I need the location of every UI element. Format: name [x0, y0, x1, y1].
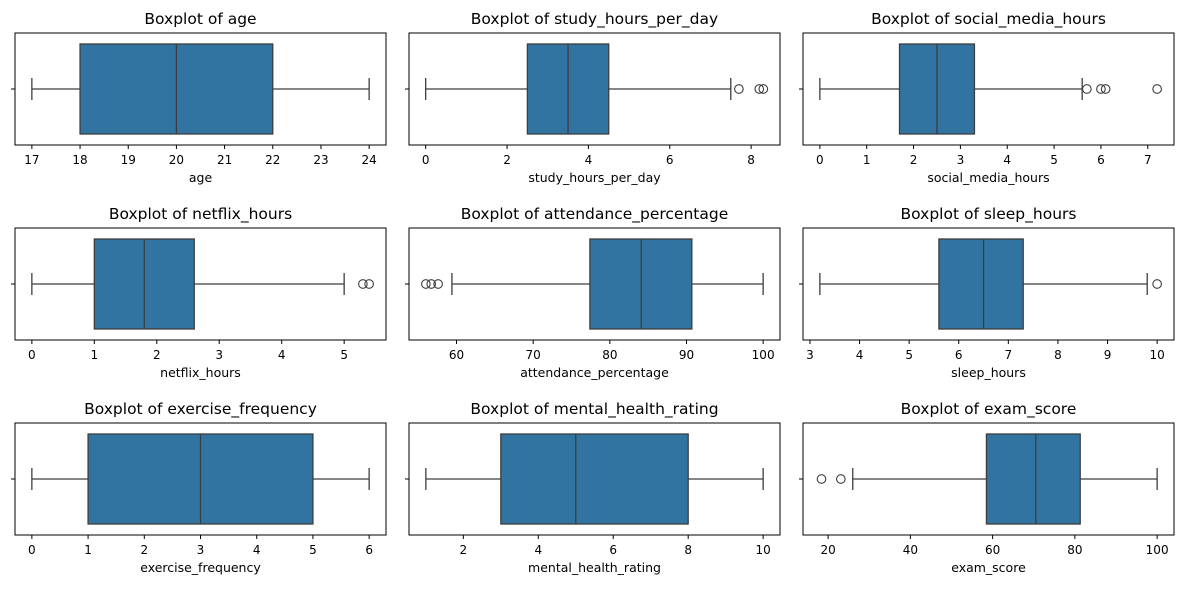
chart-5-x-tick-label: 80 — [602, 348, 617, 362]
chart-2-outlier-point — [754, 84, 765, 94]
chart-4-x-tick-label: 4 — [278, 348, 286, 362]
chart-9-x-tick-label: 40 — [903, 543, 918, 557]
chart-1-x-tick-label: 18 — [72, 153, 87, 167]
chart-7-x-tick-label: 2 — [140, 543, 148, 557]
chart-4-x-tick-label: 1 — [91, 348, 99, 362]
chart-5-x-tick-label: 90 — [679, 348, 694, 362]
chart-3-x-tick-label: 6 — [1097, 153, 1105, 167]
chart-7-title: Boxplot of exercise_frequency — [84, 400, 317, 419]
chart-3-x-tick-label: 2 — [910, 153, 918, 167]
chart-5-outlier-point — [433, 279, 443, 289]
chart-6-x-tick-label: 5 — [905, 348, 913, 362]
chart-5-outlier-point — [426, 279, 437, 289]
chart-3-x-tick-label: 0 — [816, 153, 824, 167]
chart-4-x-tick-label: 5 — [340, 348, 348, 362]
chart-5-x-tick-label: 60 — [449, 348, 464, 362]
chart-3-outlier-point — [1096, 84, 1106, 94]
chart-9-outlier-point — [835, 474, 846, 484]
chart-4-x-tick-label: 2 — [153, 348, 161, 362]
chart-9-outlier-point — [816, 474, 827, 484]
chart-8-x-tick-label: 10 — [755, 543, 770, 557]
chart-6-outlier-point — [1152, 279, 1162, 289]
chart-3-outlier-point — [1082, 84, 1092, 94]
chart-3-outlier-point — [1100, 84, 1111, 94]
chart-2-x-axis-label: study_hours_per_day — [528, 170, 661, 185]
chart-8-x-tick-label: 2 — [460, 543, 468, 557]
chart-9-x-tick-label: 80 — [1067, 543, 1082, 557]
chart-3-x-tick-label: 4 — [1003, 153, 1011, 167]
chart-6-x-axis-label: sleep_hours — [951, 365, 1026, 380]
chart-3-x-axis-label: social_media_hours — [927, 170, 1049, 185]
chart-8-x-tick-label: 8 — [684, 543, 692, 557]
chart-5-x-axis-label: attendance_percentage — [520, 365, 669, 380]
chart-4-outlier-point — [364, 279, 374, 289]
chart-6-x-tick-label: 4 — [856, 348, 864, 362]
chart-7-x-tick-label: 1 — [84, 543, 92, 557]
chart-2-x-tick-label: 0 — [422, 153, 430, 167]
chart-2-title: Boxplot of study_hours_per_day — [471, 10, 718, 29]
chart-1-x-tick-label: 24 — [361, 153, 376, 167]
chart-6-x-tick-label: 8 — [1054, 348, 1062, 362]
chart-8-x-tick-label: 4 — [534, 543, 542, 557]
chart-1-x-axis-label: age — [189, 170, 213, 185]
chart-1-x-tick-label: 19 — [121, 153, 136, 167]
chart-9-x-tick-label: 20 — [820, 543, 835, 557]
chart-3-x-tick-label: 3 — [957, 153, 965, 167]
chart-4-title: Boxplot of netflix_hours — [109, 205, 292, 224]
chart-6-title: Boxplot of sleep_hours — [901, 205, 1077, 224]
chart-2-x-tick-label: 8 — [747, 153, 755, 167]
chart-8-title: Boxplot of mental_health_rating — [470, 400, 718, 419]
chart-3-x-tick-label: 5 — [1050, 153, 1058, 167]
chart-6-x-tick-label: 3 — [806, 348, 814, 362]
chart-2-x-tick-label: 2 — [503, 153, 511, 167]
chart-2-outlier-point — [758, 84, 769, 94]
chart-8-iqr-box — [500, 433, 689, 525]
chart-7-x-tick-label: 6 — [365, 543, 373, 557]
chart-7-x-axis-label: exercise_frequency — [140, 560, 261, 575]
chart-3-x-tick-label: 7 — [1144, 153, 1152, 167]
chart-1-x-tick-label: 23 — [313, 153, 328, 167]
chart-4-x-tick-label: 3 — [215, 348, 223, 362]
chart-6-x-tick-label: 6 — [955, 348, 963, 362]
chart-7-x-tick-label: 5 — [309, 543, 317, 557]
chart-2-x-tick-label: 4 — [585, 153, 593, 167]
chart-7-x-tick-label: 0 — [28, 543, 36, 557]
chart-1-x-tick-label: 22 — [265, 153, 280, 167]
chart-9-x-tick-label: 60 — [985, 543, 1000, 557]
chart-6-iqr-box — [938, 238, 1024, 330]
chart-3-x-tick-label: 1 — [863, 153, 871, 167]
chart-2-x-tick-label: 6 — [666, 153, 674, 167]
chart-1-x-tick-label: 21 — [217, 153, 232, 167]
chart-7-x-tick-label: 3 — [197, 543, 205, 557]
chart-3-outlier-point — [1152, 84, 1162, 94]
chart-9-title: Boxplot of exam_score — [901, 400, 1077, 419]
chart-8-x-axis-label: mental_health_rating — [528, 560, 661, 575]
chart-3-title: Boxplot of social_media_hours — [871, 10, 1106, 29]
chart-5-x-tick-label: 100 — [752, 348, 775, 362]
chart-5-title: Boxplot of attendance_percentage — [461, 205, 729, 224]
chart-4-x-axis-label: netflix_hours — [160, 365, 241, 380]
chart-4-x-tick-label: 0 — [28, 348, 36, 362]
chart-9-iqr-box — [985, 433, 1081, 525]
chart-1-title: Boxplot of age — [144, 10, 256, 28]
chart-1-x-tick-label: 17 — [24, 153, 39, 167]
chart-6-x-tick-label: 7 — [1005, 348, 1013, 362]
chart-5-x-tick-label: 70 — [526, 348, 541, 362]
chart-4-outlier-point — [358, 279, 368, 289]
chart-6-x-tick-label: 9 — [1104, 348, 1112, 362]
chart-7-x-tick-label: 4 — [253, 543, 261, 557]
chart-8-x-tick-label: 6 — [609, 543, 617, 557]
chart-9-x-axis-label: exam_score — [951, 560, 1026, 575]
chart-5-outlier-point — [421, 279, 431, 289]
chart-2-outlier-point — [734, 84, 744, 94]
chart-1-x-tick-label: 20 — [169, 153, 184, 167]
chart-6-x-tick-label: 10 — [1149, 348, 1164, 362]
chart-9-x-tick-label: 100 — [1146, 543, 1169, 557]
